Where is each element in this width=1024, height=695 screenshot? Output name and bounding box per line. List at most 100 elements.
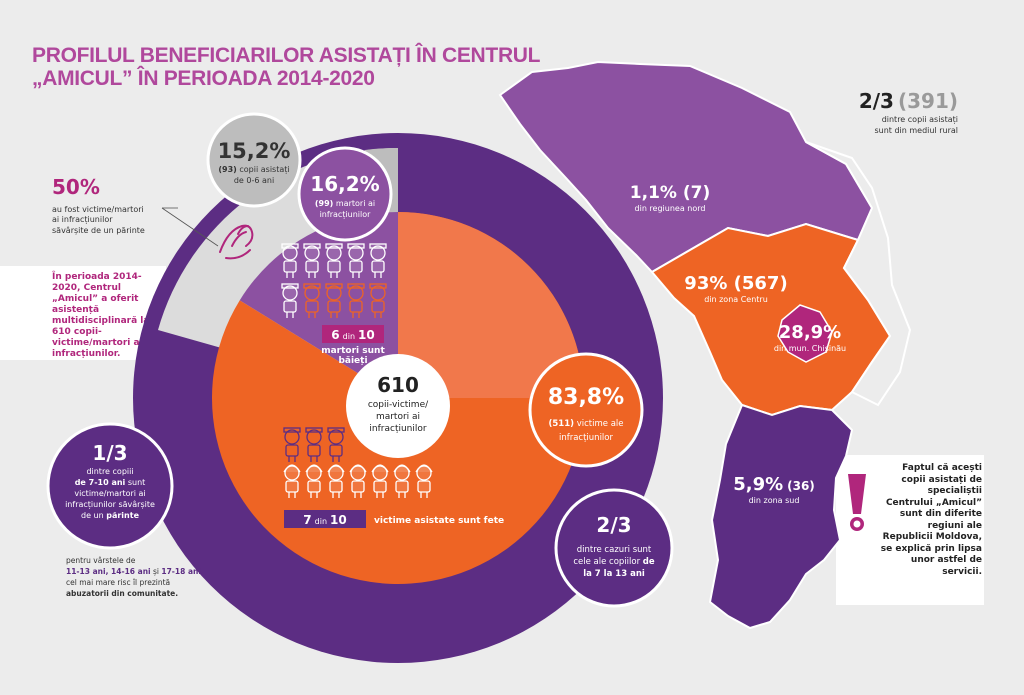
map-label-nord: 1,1% (7) din regiunea nord [630, 183, 710, 213]
rural-value: 2/3 [859, 89, 894, 113]
stat-martori-value: 16,2% [310, 172, 379, 196]
stat-0-6-l1: (93) copii asistați [218, 165, 289, 175]
stat-13-l4: infracțiunilor săvârșite [65, 500, 155, 510]
nord-value: 1,1% (7) [630, 183, 710, 203]
stat-13-de-un: de un [81, 511, 106, 520]
ages-l2: 11-13 ani, 14-16 ani și 17-18 ani, [66, 567, 204, 576]
title-line-1: PROFILUL BENEFICIARILOR ASISTAȚI ÎN CENT… [32, 44, 541, 67]
moldova-map [498, 60, 912, 630]
center-l2: martori ai [376, 412, 420, 422]
center-l3: infracțiunilor [369, 424, 426, 434]
stat-victime-l1: (511) victime ale [549, 419, 624, 429]
stat-victime-count: (511) [549, 419, 575, 429]
ages-range-1: 11-13 ani, 14-16 ani [66, 567, 151, 576]
map-label-chisinau: 28,9% din mun. Chișinău [774, 322, 846, 354]
stat-circle-one-third: 1/3 dintre copiii de 7-10 ani sunt victi… [46, 422, 174, 550]
stat-13-l3: victime/martori ai [74, 489, 145, 498]
boy-person-icon-7 [325, 283, 343, 318]
stat-martori-l1: (99) martori ai [315, 199, 375, 208]
title-line-2: „AMICUL” ÎN PERIOADA 2014-2020 [32, 67, 375, 90]
ages-l1: pentru vârstele de [66, 556, 136, 565]
map-region-sud [708, 403, 854, 630]
ages-range-2: 17-18 ani, [161, 567, 204, 576]
stat-0-6-value: 15,2% [218, 139, 291, 163]
rural-stat: 2/3 (391) dintre copii asistați sunt din … [859, 89, 958, 135]
stat-13-l5: de un părinte [81, 511, 140, 520]
girls-icon-grid [283, 427, 433, 498]
stat-23-de: de [643, 557, 655, 567]
stat-50-l3: săvârșite de un părinte [52, 226, 145, 236]
stat-0-6-label: copii asistați [239, 165, 289, 175]
stat-23-cele: cele ale copiilor [573, 557, 640, 567]
girl-person-icon-0 [283, 427, 301, 462]
boy-person-icon-2 [325, 243, 343, 278]
stat-50-percent: 50% au fost victime/martori ai infracțiu… [52, 175, 219, 247]
sud-count: (36) [787, 479, 815, 493]
girl-person-icon-7 [371, 464, 389, 498]
boy-person-icon-6 [303, 283, 321, 318]
stat-victime-value: 83,8% [548, 385, 624, 410]
stat-circle-0-6: 15,2% (93) copii asistați de 0-6 ani [206, 112, 302, 208]
stat-23-l3: la 7 la 13 ani [583, 569, 645, 579]
center-value: 610 [377, 373, 419, 397]
stat-13-age: de 7-10 ani [75, 478, 126, 487]
sud-value-line: 5,9% (36) [733, 474, 815, 495]
stat-50-l1: au fost victime/martori [52, 205, 144, 214]
boy-person-icon-3 [347, 243, 365, 278]
girl-person-icon-3 [283, 464, 301, 498]
page-title: PROFILUL BENEFICIARILOR ASISTAȚI ÎN CENT… [32, 44, 541, 90]
note-text: Faptul că acești copii asistați de speci… [880, 463, 982, 577]
girls-stat-text: 7 din 10 [303, 513, 346, 527]
center-circle: 610 copii-victime/ martori ai infracțiun… [346, 354, 450, 458]
boys-stat-text: 6 din 10 [331, 328, 374, 342]
boy-person-icon-9 [369, 283, 387, 318]
stat-50-value: 50% [52, 175, 100, 199]
girls-mid: din [315, 517, 327, 526]
rural-count: (391) [898, 89, 958, 113]
girl-person-icon-5 [327, 464, 345, 498]
rural-value-line: 2/3 (391) [859, 89, 958, 113]
chisinau-label: din mun. Chișinău [774, 344, 846, 354]
boy-person-icon-5 [281, 283, 299, 318]
stat-50-leader [161, 207, 219, 247]
nord-label: din regiunea nord [635, 204, 706, 213]
rural-l2: sunt din mediul rural [874, 126, 958, 135]
boy-person-icon-4 [369, 243, 387, 278]
stat-victime-l2: infracțiunilor [559, 433, 614, 443]
stat-circle-martori: 16,2% (99) martori ai infracțiunilor [297, 146, 393, 242]
girls-n2: 10 [330, 513, 347, 527]
stat-0-6-count: (93) [218, 165, 236, 174]
map-region-chisinau [777, 304, 833, 363]
map-region-transnistria [805, 141, 912, 407]
boys-icon-grid [281, 243, 387, 318]
girl-person-icon-8 [393, 464, 411, 498]
girls-cap: victime asistate sunt fete [374, 516, 504, 526]
boys-n2: 10 [358, 328, 375, 342]
girls-stat: 7 din 10 victime asistate sunt fete [284, 510, 504, 528]
stat-13-parinte: părinte [106, 511, 139, 520]
ages-l3: cel mai mare risc îl prezintă [66, 578, 170, 587]
centru-value: 93% (567) [684, 273, 787, 294]
stat-13-l2: de 7-10 ani sunt [75, 478, 146, 487]
stat-13-value: 1/3 [92, 441, 127, 465]
map-label-centru: 93% (567) din zona Centru [684, 273, 787, 304]
intro-text: În perioada 2014-2020, Centrul „Amicul” … [52, 272, 150, 359]
sud-value: 5,9% [733, 474, 783, 495]
girls-n1: 7 [303, 513, 311, 527]
map-label-sud: 5,9% (36) din zona sud [733, 474, 815, 505]
girl-person-icon-4 [305, 464, 323, 498]
stat-circle-victime: 83,8% (511) victime ale infracțiunilor [528, 352, 644, 468]
sud-label: din zona sud [749, 496, 800, 505]
hands-icon [219, 224, 254, 260]
girl-person-icon-9 [415, 464, 433, 498]
note-box: Faptul că acești copii asistați de speci… [836, 455, 984, 605]
stat-martori-label: martori ai [336, 199, 375, 208]
stat-martori-count: (99) [315, 199, 333, 208]
ages-and: și [151, 567, 162, 576]
stat-23-l1: dintre cazuri sunt [577, 545, 652, 555]
stat-victime-label: victime ale [577, 419, 624, 429]
boys-mid: din [343, 332, 355, 341]
centru-label: din zona Centru [704, 295, 768, 304]
exclamation-icon [848, 474, 866, 531]
